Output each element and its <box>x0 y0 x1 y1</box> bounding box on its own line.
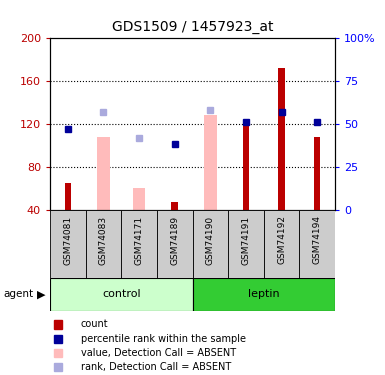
Text: GSM74194: GSM74194 <box>313 215 321 264</box>
Bar <box>192 278 335 311</box>
Bar <box>133 188 145 210</box>
Bar <box>204 115 216 210</box>
Bar <box>121 210 157 278</box>
Bar <box>243 122 249 210</box>
Bar <box>228 210 264 278</box>
Text: percentile rank within the sample: percentile rank within the sample <box>81 334 246 344</box>
Text: control: control <box>102 290 141 299</box>
Text: rank, Detection Call = ABSENT: rank, Detection Call = ABSENT <box>81 362 231 372</box>
Title: GDS1509 / 1457923_at: GDS1509 / 1457923_at <box>112 20 273 34</box>
Bar <box>278 68 285 210</box>
Text: GSM74171: GSM74171 <box>135 215 144 264</box>
Text: GSM74081: GSM74081 <box>64 215 72 264</box>
Text: ▶: ▶ <box>37 290 45 299</box>
Bar <box>50 210 85 278</box>
Bar <box>85 210 121 278</box>
Bar <box>264 210 300 278</box>
Text: value, Detection Call = ABSENT: value, Detection Call = ABSENT <box>81 348 236 358</box>
Bar <box>314 137 320 210</box>
Text: agent: agent <box>4 290 34 299</box>
Text: leptin: leptin <box>248 290 280 299</box>
Bar <box>97 137 110 210</box>
Bar <box>192 210 228 278</box>
Text: GSM74083: GSM74083 <box>99 215 108 264</box>
Text: GSM74189: GSM74189 <box>170 215 179 264</box>
Text: GSM74191: GSM74191 <box>241 215 250 264</box>
Text: GSM74192: GSM74192 <box>277 215 286 264</box>
Bar <box>157 210 192 278</box>
Text: GSM74190: GSM74190 <box>206 215 215 264</box>
Bar <box>65 183 71 210</box>
Text: count: count <box>81 320 109 329</box>
Bar <box>300 210 335 278</box>
Bar <box>171 202 178 210</box>
Bar <box>50 278 192 311</box>
